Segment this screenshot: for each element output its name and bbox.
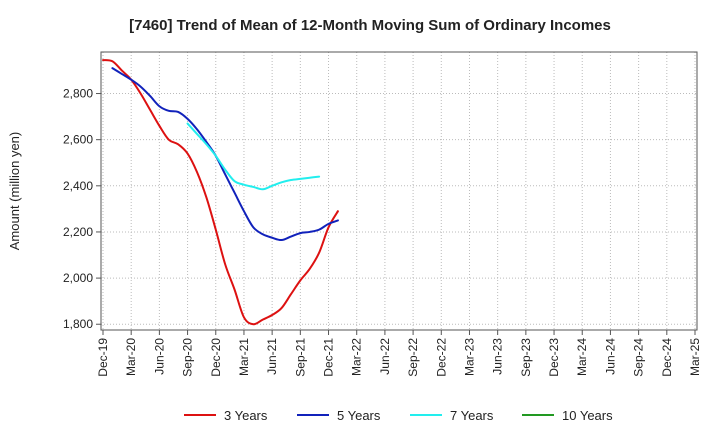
x-tick-label: Dec-24 (660, 338, 674, 377)
x-tick-label: Jun-21 (265, 338, 279, 375)
x-tick-label: Mar-21 (237, 338, 251, 376)
x-tick-label: Jun-20 (152, 338, 166, 375)
grid-layer (101, 52, 697, 330)
series-line-5-years (111, 67, 339, 242)
x-tick-label: Sep-23 (519, 338, 533, 377)
legend-label-7-years: 7 Years (450, 408, 494, 423)
legend-label-3-years: 3 Years (224, 408, 268, 423)
legend: 3 Years 5 Years 7 Years 10 Years (184, 408, 613, 423)
y-tick-label: 2,400 (63, 179, 93, 193)
x-tick-label: Jun-24 (603, 338, 617, 375)
x-tick-label: Sep-24 (632, 338, 646, 377)
legend-label-10-years: 10 Years (562, 408, 613, 423)
x-tick-label: Mar-20 (124, 338, 138, 376)
series-layer (102, 59, 339, 326)
y-tick-label: 2,600 (63, 133, 93, 147)
y-tick-label: 2,800 (63, 87, 93, 101)
x-tick-label: Mar-23 (462, 338, 476, 376)
x-tick-label: Mar-22 (350, 338, 364, 376)
series-line-3-years (102, 59, 339, 326)
x-tick-label: Sep-20 (181, 338, 195, 377)
x-tick-label: Jun-22 (378, 338, 392, 375)
x-tick-label: Mar-24 (575, 338, 589, 376)
y-tick-label: 2,000 (63, 271, 93, 285)
y-axis-label: Amount (million yen) (7, 132, 22, 251)
plot-frame (100, 51, 698, 331)
x-tick-label: Dec-21 (322, 338, 336, 377)
x-tick-label: Dec-23 (547, 338, 561, 377)
x-tick-label: Sep-22 (406, 338, 420, 377)
x-tick-label: Mar-25 (688, 338, 702, 376)
x-ticks: Dec-19 Mar-20 Jun-20 Sep-20 Dec-20 Mar-21 Jun-… (96, 330, 702, 377)
y-ticks: 1,800 2,000 2,200 2,400 2,600 2,800 (63, 87, 101, 331)
x-tick-label: Jun-23 (491, 338, 505, 375)
y-tick-label: 2,200 (63, 225, 93, 239)
x-tick-label: Dec-20 (209, 338, 223, 377)
x-tick-label: Dec-19 (96, 338, 110, 377)
y-tick-label: 1,800 (63, 317, 93, 331)
legend-label-5-years: 5 Years (337, 408, 381, 423)
x-tick-label: Dec-22 (434, 338, 448, 377)
x-tick-label: Sep-21 (293, 338, 307, 377)
series-line-7-years (186, 122, 321, 191)
chart-title: [7460] Trend of Mean of 12-Month Moving … (129, 17, 611, 34)
